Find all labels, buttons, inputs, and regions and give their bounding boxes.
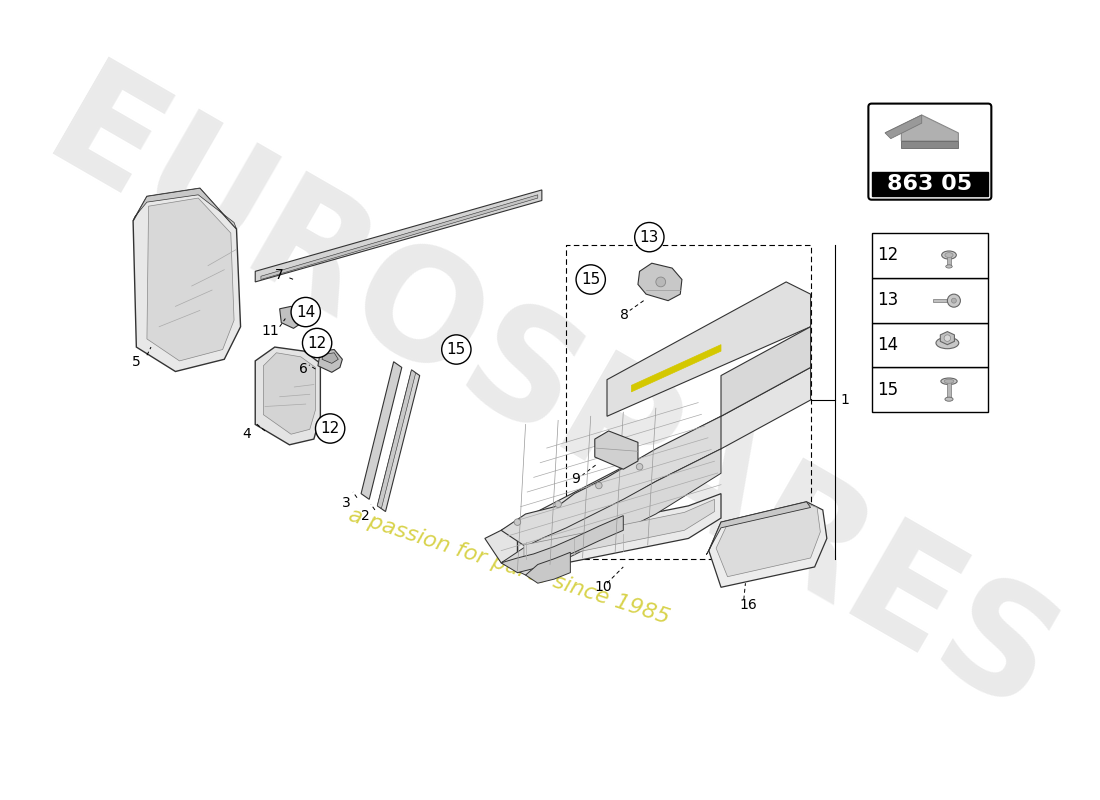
Text: 12: 12	[878, 246, 899, 265]
Text: 14: 14	[296, 305, 316, 319]
Polygon shape	[524, 499, 715, 563]
Polygon shape	[526, 552, 571, 583]
Polygon shape	[720, 326, 811, 416]
Polygon shape	[318, 350, 342, 372]
Polygon shape	[716, 503, 821, 577]
Text: 14: 14	[878, 336, 899, 354]
Text: 15: 15	[878, 381, 899, 399]
Text: 16: 16	[739, 598, 757, 612]
Polygon shape	[133, 188, 236, 229]
Polygon shape	[886, 115, 958, 141]
FancyBboxPatch shape	[871, 172, 988, 197]
Circle shape	[952, 298, 956, 303]
Text: 6: 6	[299, 362, 308, 376]
Polygon shape	[607, 282, 811, 416]
Polygon shape	[638, 263, 682, 301]
Text: EUROSPARES: EUROSPARES	[22, 52, 1078, 748]
Circle shape	[635, 222, 664, 252]
Text: 7: 7	[275, 269, 284, 282]
FancyBboxPatch shape	[871, 322, 988, 367]
Circle shape	[636, 463, 642, 470]
Text: 2: 2	[361, 509, 370, 522]
Ellipse shape	[942, 251, 956, 259]
Text: 15: 15	[447, 342, 466, 357]
Polygon shape	[322, 353, 339, 363]
Ellipse shape	[944, 379, 954, 383]
Polygon shape	[263, 353, 316, 434]
Text: 11: 11	[262, 324, 279, 338]
Circle shape	[514, 519, 520, 526]
Polygon shape	[502, 516, 624, 573]
FancyBboxPatch shape	[868, 104, 991, 200]
Ellipse shape	[936, 338, 959, 349]
Polygon shape	[133, 188, 241, 371]
Polygon shape	[485, 367, 811, 563]
Polygon shape	[255, 347, 320, 445]
Circle shape	[316, 414, 344, 443]
Circle shape	[292, 298, 320, 326]
Polygon shape	[255, 190, 542, 282]
FancyBboxPatch shape	[871, 278, 988, 322]
Polygon shape	[502, 449, 720, 575]
Text: 12: 12	[308, 335, 327, 350]
Polygon shape	[377, 370, 420, 511]
Text: 9: 9	[572, 472, 581, 486]
Polygon shape	[377, 370, 416, 508]
Polygon shape	[706, 502, 811, 554]
Polygon shape	[708, 502, 827, 587]
Text: 5: 5	[132, 354, 141, 369]
Polygon shape	[886, 115, 922, 138]
Ellipse shape	[945, 397, 953, 402]
Polygon shape	[147, 198, 234, 361]
Circle shape	[947, 294, 960, 307]
Text: a passion for parts since 1985: a passion for parts since 1985	[346, 506, 672, 629]
Circle shape	[576, 265, 605, 294]
Ellipse shape	[940, 378, 957, 385]
FancyBboxPatch shape	[871, 367, 988, 412]
FancyBboxPatch shape	[947, 382, 952, 399]
Polygon shape	[517, 494, 720, 573]
Text: 12: 12	[320, 421, 340, 436]
Circle shape	[554, 501, 561, 507]
Polygon shape	[631, 345, 720, 392]
Polygon shape	[279, 306, 300, 328]
Text: 3: 3	[342, 495, 351, 510]
Text: 4: 4	[242, 427, 251, 441]
Text: 13: 13	[878, 291, 899, 310]
Circle shape	[944, 335, 950, 342]
Polygon shape	[595, 431, 638, 470]
Circle shape	[442, 335, 471, 364]
Circle shape	[656, 277, 666, 287]
Text: 863 05: 863 05	[888, 174, 972, 194]
Text: 1: 1	[840, 393, 849, 407]
Polygon shape	[940, 332, 955, 345]
FancyBboxPatch shape	[933, 299, 950, 302]
Polygon shape	[502, 416, 720, 546]
FancyBboxPatch shape	[871, 233, 988, 278]
Circle shape	[595, 482, 602, 489]
Polygon shape	[901, 141, 958, 147]
Text: 8: 8	[620, 307, 629, 322]
Text: 10: 10	[594, 580, 612, 594]
Polygon shape	[361, 362, 402, 499]
Ellipse shape	[945, 253, 953, 258]
Circle shape	[302, 328, 332, 358]
FancyBboxPatch shape	[947, 255, 952, 266]
Ellipse shape	[946, 265, 953, 268]
Text: 15: 15	[581, 272, 601, 287]
Text: 13: 13	[640, 230, 659, 245]
Polygon shape	[261, 195, 538, 279]
